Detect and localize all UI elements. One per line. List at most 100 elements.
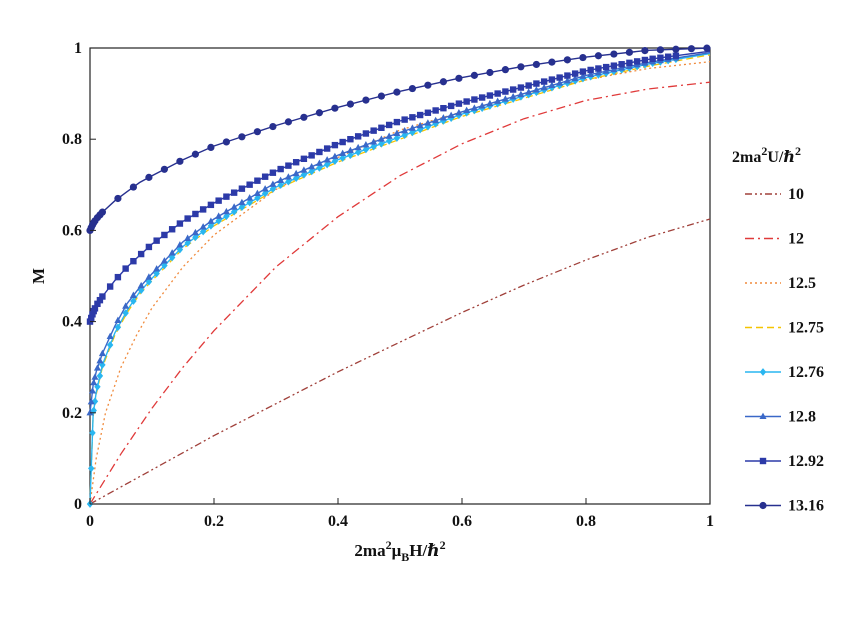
triangle-marker — [470, 104, 478, 111]
triangle-marker — [540, 83, 548, 91]
circle-marker — [238, 133, 246, 141]
triangle-marker — [261, 185, 269, 192]
triangle-marker — [292, 169, 300, 177]
triangle-marker — [602, 67, 610, 74]
diamond-marker — [199, 227, 207, 236]
circle-marker — [594, 52, 603, 60]
square-marker — [494, 90, 501, 97]
triangle-marker — [88, 387, 96, 394]
triangle-marker — [579, 72, 587, 79]
diamond-marker — [96, 372, 104, 380]
triangle-marker — [168, 249, 176, 256]
triangle-marker — [478, 102, 486, 109]
diamond-marker — [261, 189, 269, 198]
square-marker — [455, 100, 463, 107]
triangle-marker — [106, 332, 114, 339]
square-marker — [145, 243, 153, 251]
circle-marker — [222, 138, 230, 146]
triangle-marker — [184, 234, 192, 241]
triangle-marker — [463, 106, 471, 114]
diamond-marker — [323, 160, 331, 169]
series-13.16 — [86, 44, 711, 234]
square-marker — [610, 62, 618, 69]
square-marker — [300, 155, 308, 163]
y-tick-label: 0.4 — [62, 314, 82, 331]
diamond-marker — [316, 164, 323, 172]
diamond-marker — [161, 261, 168, 270]
diamond-marker — [362, 145, 370, 154]
diamond-marker — [378, 139, 385, 148]
x-tick-label: 0.4 — [328, 513, 348, 530]
diamond-marker — [339, 154, 346, 162]
square-marker — [641, 56, 649, 64]
legend-title-part: 2ma — [732, 149, 761, 166]
triangle-marker — [238, 198, 246, 206]
square-marker — [215, 197, 222, 204]
circle-marker — [687, 45, 696, 53]
triangle-marker — [207, 217, 215, 224]
diamond-marker — [292, 174, 300, 183]
circle-marker — [656, 46, 665, 54]
triangle-marker — [494, 97, 502, 104]
circle-marker — [377, 92, 385, 100]
diamond-marker — [354, 148, 362, 157]
square-marker — [308, 152, 315, 159]
square-marker — [517, 84, 525, 91]
x-tick-label: 0.2 — [204, 513, 224, 530]
series-line — [89, 218, 711, 505]
square-marker — [416, 111, 424, 119]
diamond-marker — [192, 233, 199, 242]
square-marker — [122, 265, 129, 272]
diamond-marker — [300, 170, 308, 179]
square-marker — [664, 53, 672, 60]
diamond-marker — [254, 194, 261, 202]
square-marker — [246, 181, 253, 188]
circle-marker — [315, 109, 323, 117]
series-12 — [89, 81, 711, 505]
triangle-marker — [323, 156, 331, 163]
square-marker — [254, 177, 261, 184]
square-marker — [401, 116, 408, 123]
diamond-marker — [269, 185, 277, 193]
square-marker — [331, 141, 339, 149]
triangle-marker — [432, 116, 440, 124]
square-marker — [556, 74, 563, 81]
diamond-marker — [393, 134, 401, 142]
square-marker — [540, 78, 548, 85]
square-marker — [261, 173, 269, 180]
triangle-marker — [416, 121, 424, 129]
triangle-marker — [145, 273, 153, 280]
square-marker — [548, 76, 556, 83]
circle-marker — [408, 84, 416, 93]
diamond-marker — [223, 212, 230, 221]
legend-label: 12.75 — [788, 320, 824, 337]
y-axis-label: M — [29, 268, 48, 284]
circle-marker — [517, 63, 525, 71]
circle-marker — [625, 48, 634, 56]
legend-label: 12.5 — [788, 275, 816, 292]
triangle-marker — [246, 194, 254, 201]
triangle-marker — [199, 223, 207, 230]
square-marker — [378, 124, 385, 131]
square-marker — [292, 159, 300, 166]
triangle-marker — [339, 149, 347, 157]
circle-marker — [455, 74, 463, 82]
square-marker — [207, 201, 215, 209]
legend-title-part: U/ℏ — [767, 149, 795, 166]
square-marker — [114, 273, 122, 281]
square-marker — [447, 102, 455, 110]
x-tick-label: 1 — [706, 513, 714, 530]
square-marker — [199, 206, 207, 213]
circle-marker — [362, 96, 370, 104]
square-marker — [657, 54, 664, 61]
triangle-marker — [455, 109, 463, 116]
triangle-marker — [401, 126, 409, 134]
y-tick-label: 0.2 — [62, 405, 82, 422]
square-marker — [626, 59, 633, 67]
legend-item: 12 — [745, 231, 804, 248]
circle-marker — [470, 71, 478, 79]
square-marker — [370, 127, 377, 134]
triangle-marker — [439, 114, 447, 121]
triangle-marker — [571, 74, 579, 82]
circle-marker — [269, 122, 277, 131]
